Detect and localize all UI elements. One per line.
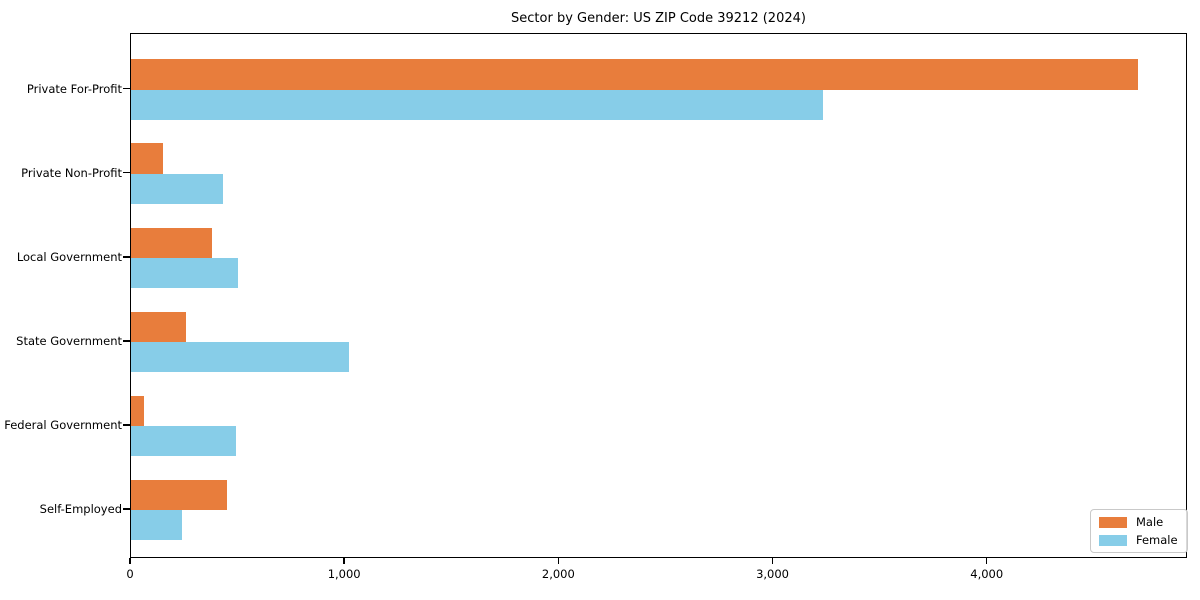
- x-axis-tick-label: 1,000: [327, 567, 361, 581]
- category-label: Federal Government: [4, 417, 122, 432]
- bar-female: [131, 510, 182, 541]
- plot-area: [130, 33, 1187, 558]
- legend-item: Male: [1099, 516, 1178, 529]
- x-axis-tick: [129, 558, 131, 564]
- x-axis-tick: [557, 558, 560, 564]
- bar-female: [131, 173, 224, 205]
- legend-label: Male: [1136, 515, 1164, 529]
- category-label: Local Government: [16, 249, 122, 264]
- x-axis-tick: [771, 558, 774, 564]
- legend-swatch-male: [1099, 517, 1127, 528]
- y-axis-tick: [123, 88, 130, 90]
- x-axis-tick-label: 4,000: [970, 567, 1004, 581]
- category-label: Self-Employed: [39, 502, 122, 516]
- legend-label: Female: [1136, 533, 1178, 547]
- x-axis-tick: [986, 558, 988, 564]
- category-label: Private Non-Profit: [21, 165, 122, 180]
- legend-swatch-female: [1099, 535, 1127, 546]
- x-axis-tick: [343, 558, 345, 564]
- y-axis-tick: [123, 256, 130, 258]
- bar-male: [131, 395, 145, 426]
- bar-female: [131, 425, 236, 457]
- x-axis-tick-label: 2,000: [541, 567, 575, 581]
- y-axis-tick: [123, 172, 130, 174]
- bar-female: [131, 89, 823, 120]
- category-label: State Government: [16, 333, 122, 348]
- bar-male: [131, 59, 1138, 90]
- bar-male: [131, 227, 213, 258]
- bar-male: [131, 143, 164, 174]
- x-axis-tick-label: 3,000: [756, 567, 790, 581]
- category-label: Private For-Profit: [26, 81, 122, 96]
- chart-title: Sector by Gender: US ZIP Code 39212 (202…: [511, 11, 806, 26]
- legend-item: Female: [1099, 534, 1178, 547]
- bar-female: [131, 257, 239, 289]
- y-axis-tick: [123, 508, 130, 510]
- x-axis-tick-label: 0: [126, 567, 134, 581]
- y-axis-tick: [123, 424, 130, 426]
- y-axis-tick: [123, 340, 130, 342]
- bar-male: [131, 479, 228, 510]
- legend: Male Female: [1090, 509, 1188, 553]
- bar-male: [131, 311, 186, 342]
- bar-female: [131, 341, 350, 373]
